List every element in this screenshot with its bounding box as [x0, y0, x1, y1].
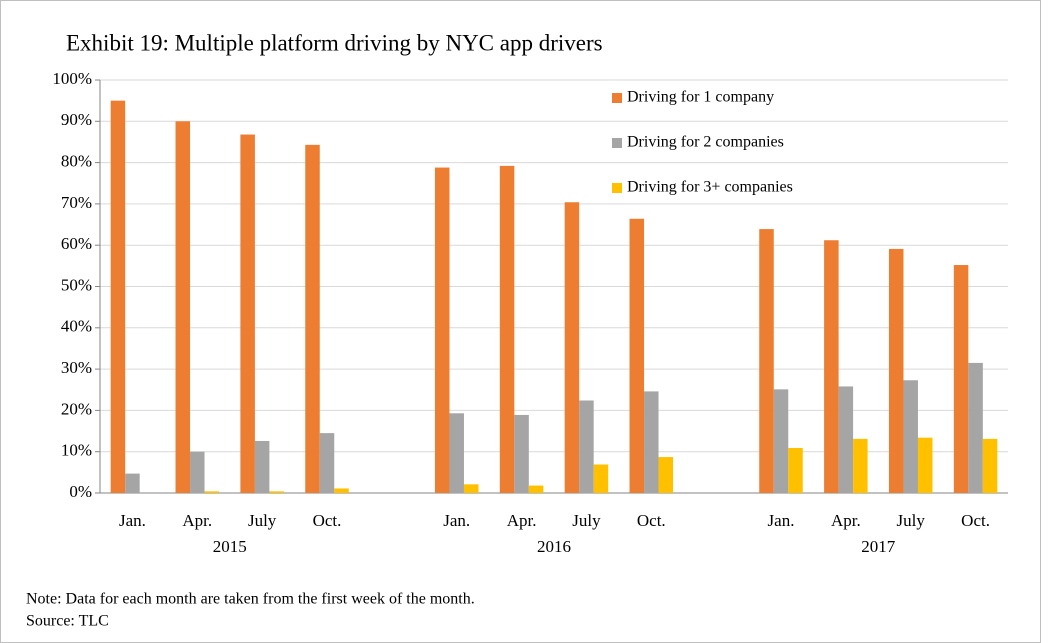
legend-swatch	[612, 138, 622, 148]
x-tick-label: Apr.	[182, 511, 212, 530]
bar	[449, 413, 464, 493]
bar	[788, 447, 803, 493]
y-tick-label: 10%	[61, 441, 92, 460]
bar	[658, 457, 674, 493]
bar	[838, 386, 854, 493]
bar	[110, 100, 126, 494]
bar	[564, 202, 580, 494]
x-tick-label: Apr.	[831, 511, 861, 530]
bar	[773, 389, 789, 493]
x-tick-label: July	[897, 511, 926, 530]
bar	[190, 451, 205, 493]
chart-title: Exhibit 19: Multiple platform driving by…	[66, 30, 603, 55]
y-tick-label: 50%	[61, 275, 92, 294]
bar	[204, 491, 220, 493]
x-tick-label: Apr.	[507, 511, 537, 530]
y-tick-label: 30%	[61, 358, 92, 377]
note: Note: Data for each month are taken from…	[26, 591, 475, 608]
legend-swatch	[612, 183, 622, 193]
y-tick-label: 0%	[69, 482, 92, 501]
bar	[319, 433, 335, 493]
bar	[334, 488, 349, 493]
bar	[982, 438, 998, 493]
y-tick-label: 90%	[61, 110, 92, 129]
bar	[888, 248, 904, 493]
bar	[305, 144, 320, 493]
x-tick-label: Oct.	[637, 511, 666, 530]
x-tick-label: Jan.	[119, 511, 146, 530]
bar	[853, 438, 868, 493]
bar	[269, 491, 284, 493]
bar	[579, 400, 594, 493]
y-tick-label: 80%	[61, 152, 92, 171]
bar	[629, 218, 645, 493]
bar	[968, 362, 983, 493]
bar	[917, 437, 933, 493]
x-tick-label: July	[572, 511, 601, 530]
bar	[593, 464, 609, 493]
bar	[463, 484, 479, 493]
bar	[125, 473, 140, 493]
bar	[528, 485, 544, 493]
y-tick-label: 20%	[61, 399, 92, 418]
x-tick-label: Jan.	[768, 511, 795, 530]
bar	[644, 391, 659, 493]
y-tick-label: 60%	[61, 234, 92, 253]
bar	[903, 380, 918, 493]
legend-label: Driving for 3+ companies	[627, 179, 793, 196]
legend-label: Driving for 1 company	[627, 89, 774, 106]
y-tick-label: 40%	[61, 317, 92, 336]
bar	[434, 167, 450, 493]
x-tick-label: Jan.	[443, 511, 470, 530]
bar	[499, 165, 515, 494]
bar	[514, 414, 529, 493]
y-tick-label: 70%	[61, 193, 92, 212]
bar	[953, 265, 969, 493]
bar	[240, 134, 255, 494]
legend-label: Driving for 2 companies	[627, 134, 784, 151]
x-tick-label: Oct.	[961, 511, 990, 530]
legend-swatch	[612, 93, 622, 103]
x-group-label: 2017	[861, 537, 896, 556]
x-tick-label: July	[248, 511, 277, 530]
y-tick-label: 100%	[52, 69, 92, 88]
bar	[175, 121, 191, 494]
bar	[824, 240, 839, 493]
x-group-label: 2015	[213, 537, 247, 556]
x-tick-label: Oct.	[313, 511, 342, 530]
x-group-label: 2016	[537, 537, 571, 556]
bar	[254, 440, 270, 493]
source: Source: TLC	[26, 613, 109, 630]
bar	[759, 229, 774, 493]
